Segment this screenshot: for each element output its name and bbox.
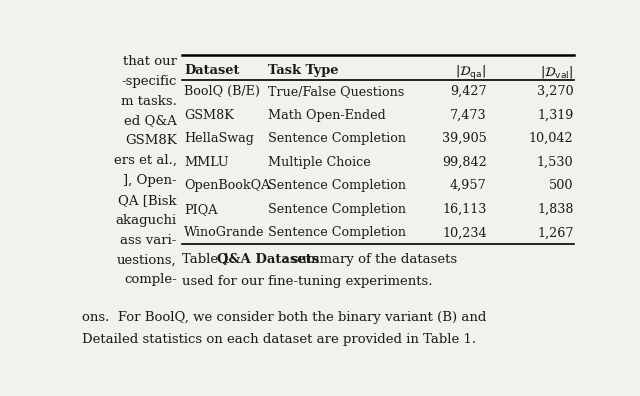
Text: BoolQ (B/E): BoolQ (B/E) [184,85,260,98]
Text: ], Open-: ], Open- [123,174,177,187]
Text: : summary of the datasets: : summary of the datasets [284,253,458,267]
Text: 39,905: 39,905 [442,132,486,145]
Text: PIQA: PIQA [184,203,218,216]
Text: $|\mathcal{D}_{\rm val}|$: $|\mathcal{D}_{\rm val}|$ [540,64,573,80]
Text: Q&A Datasets: Q&A Datasets [218,253,319,267]
Text: 10,234: 10,234 [442,226,486,239]
Text: QA [Bisk: QA [Bisk [118,194,177,207]
Text: comple-: comple- [124,273,177,286]
Text: Sentence Completion: Sentence Completion [269,226,406,239]
Text: Dataset: Dataset [184,64,239,77]
Text: 1,267: 1,267 [537,226,573,239]
Text: -specific: -specific [122,75,177,88]
Text: GSM8K: GSM8K [125,134,177,147]
Text: 10,042: 10,042 [529,132,573,145]
Text: WinoGrande: WinoGrande [184,226,265,239]
Text: uestions,: uestions, [117,253,177,267]
Text: MMLU: MMLU [184,156,228,169]
Text: 1,319: 1,319 [537,109,573,122]
Text: Sentence Completion: Sentence Completion [269,179,406,192]
Text: OpenBookQA: OpenBookQA [184,179,271,192]
Text: Math Open-Ended: Math Open-Ended [269,109,386,122]
Text: 16,113: 16,113 [442,203,486,216]
Text: Sentence Completion: Sentence Completion [269,203,406,216]
Text: ass vari-: ass vari- [120,234,177,247]
Text: ed Q&A: ed Q&A [124,114,177,128]
Text: 9,427: 9,427 [450,85,486,98]
Text: m tasks.: m tasks. [121,95,177,108]
Text: 1,530: 1,530 [537,156,573,169]
Text: True/False Questions: True/False Questions [269,85,404,98]
Text: Sentence Completion: Sentence Completion [269,132,406,145]
Text: ons.  For BoolQ, we consider both the binary variant (B) and: ons. For BoolQ, we consider both the bin… [83,311,487,324]
Text: 500: 500 [549,179,573,192]
Text: 3,270: 3,270 [537,85,573,98]
Text: 7,473: 7,473 [450,109,486,122]
Text: used for our fine-tuning experiments.: used for our fine-tuning experiments. [182,275,432,287]
Text: GSM8K: GSM8K [184,109,234,122]
Text: Detailed statistics on each dataset are provided in Table 1.: Detailed statistics on each dataset are … [83,333,477,346]
Text: Task Type: Task Type [269,64,339,77]
Text: HellaSwag: HellaSwag [184,132,254,145]
Text: Multiple Choice: Multiple Choice [269,156,371,169]
Text: ers et al.,: ers et al., [114,154,177,167]
Text: 1,838: 1,838 [537,203,573,216]
Text: $|\mathcal{D}_{\rm qa}|$: $|\mathcal{D}_{\rm qa}|$ [455,64,486,82]
Text: 99,842: 99,842 [442,156,486,169]
Text: that our: that our [123,55,177,68]
Text: Table 1:: Table 1: [182,253,239,267]
Text: akaguchi: akaguchi [116,214,177,227]
Text: 4,957: 4,957 [450,179,486,192]
